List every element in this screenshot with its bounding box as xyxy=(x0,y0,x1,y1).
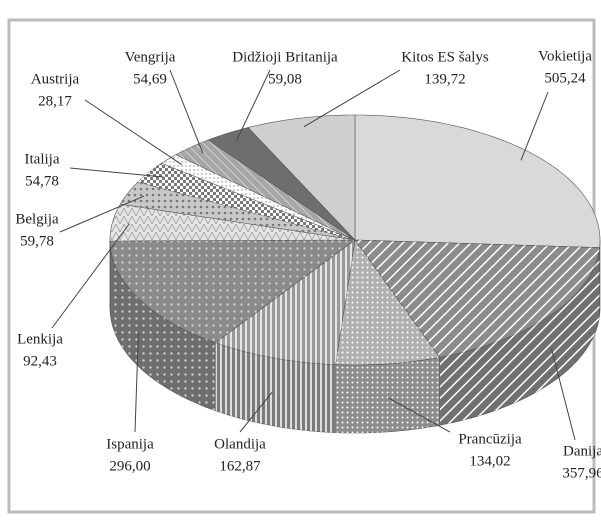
category-label: Danija xyxy=(563,443,601,459)
slice xyxy=(161,154,356,241)
leader-line xyxy=(169,69,204,154)
slice xyxy=(109,239,356,412)
slice-top-pattern xyxy=(355,115,600,248)
slice xyxy=(247,114,356,241)
category-label: Olandija xyxy=(214,436,266,452)
value-label: 54,69 xyxy=(133,71,167,87)
slice-top-pattern xyxy=(161,154,355,240)
category-label: Prancūzija xyxy=(458,431,522,447)
value-label: 54,78 xyxy=(25,173,59,189)
slice xyxy=(354,239,600,426)
value-label: 59,78 xyxy=(20,233,54,249)
slice-top-pattern xyxy=(120,181,355,240)
slice xyxy=(214,239,356,433)
category-label: Austrija xyxy=(31,71,80,87)
slice-top-pattern xyxy=(110,240,355,343)
slice-top-pattern xyxy=(355,240,600,358)
value-label: 357,96 xyxy=(562,465,601,481)
category-label: Belgija xyxy=(15,211,59,227)
value-label: 92,43 xyxy=(23,353,57,369)
leader-line xyxy=(388,397,451,433)
leader-line xyxy=(84,99,182,165)
category-label: Kitos ES šalys xyxy=(401,49,489,65)
slice-side-pattern xyxy=(215,342,336,433)
slice-top-pattern xyxy=(176,139,355,240)
leader-line xyxy=(69,167,164,178)
value-label: 139,72 xyxy=(424,71,465,87)
slice xyxy=(137,162,356,241)
slice xyxy=(109,203,356,309)
slice-top-pattern xyxy=(110,204,355,241)
category-label: Lenkija xyxy=(17,331,63,347)
slice-top-pattern xyxy=(138,163,355,240)
leader-line xyxy=(520,91,549,161)
category-label: Vengrija xyxy=(125,49,176,65)
slice-side-pattern xyxy=(335,357,440,433)
leader-line xyxy=(51,223,130,329)
category-label: Italija xyxy=(25,151,60,167)
leader-line xyxy=(303,69,401,128)
leader-line xyxy=(551,348,576,441)
value-label: 134,02 xyxy=(469,453,510,469)
category-label: Vokietija xyxy=(538,48,592,64)
leader-line xyxy=(239,391,273,433)
slice xyxy=(119,181,356,241)
category-label: Didžioji Britanija xyxy=(232,49,338,65)
leader-line xyxy=(134,332,139,433)
value-label: 59,08 xyxy=(268,71,302,87)
leader-line xyxy=(236,69,271,141)
value-label: 28,17 xyxy=(38,93,72,109)
slice-top-pattern xyxy=(248,115,355,240)
value-label: 162,87 xyxy=(219,458,261,474)
slice-side-pattern xyxy=(439,247,600,426)
slice xyxy=(335,239,441,434)
value-label: 505,24 xyxy=(544,70,586,86)
slice-side-pattern xyxy=(110,241,216,411)
leader-line xyxy=(59,195,145,233)
slice-top-pattern xyxy=(208,127,355,240)
slice xyxy=(175,139,356,241)
value-label: 296,00 xyxy=(109,458,150,474)
slice-top-pattern xyxy=(215,240,355,365)
slice-top-pattern xyxy=(335,240,440,365)
category-label: Ispanija xyxy=(106,436,154,452)
